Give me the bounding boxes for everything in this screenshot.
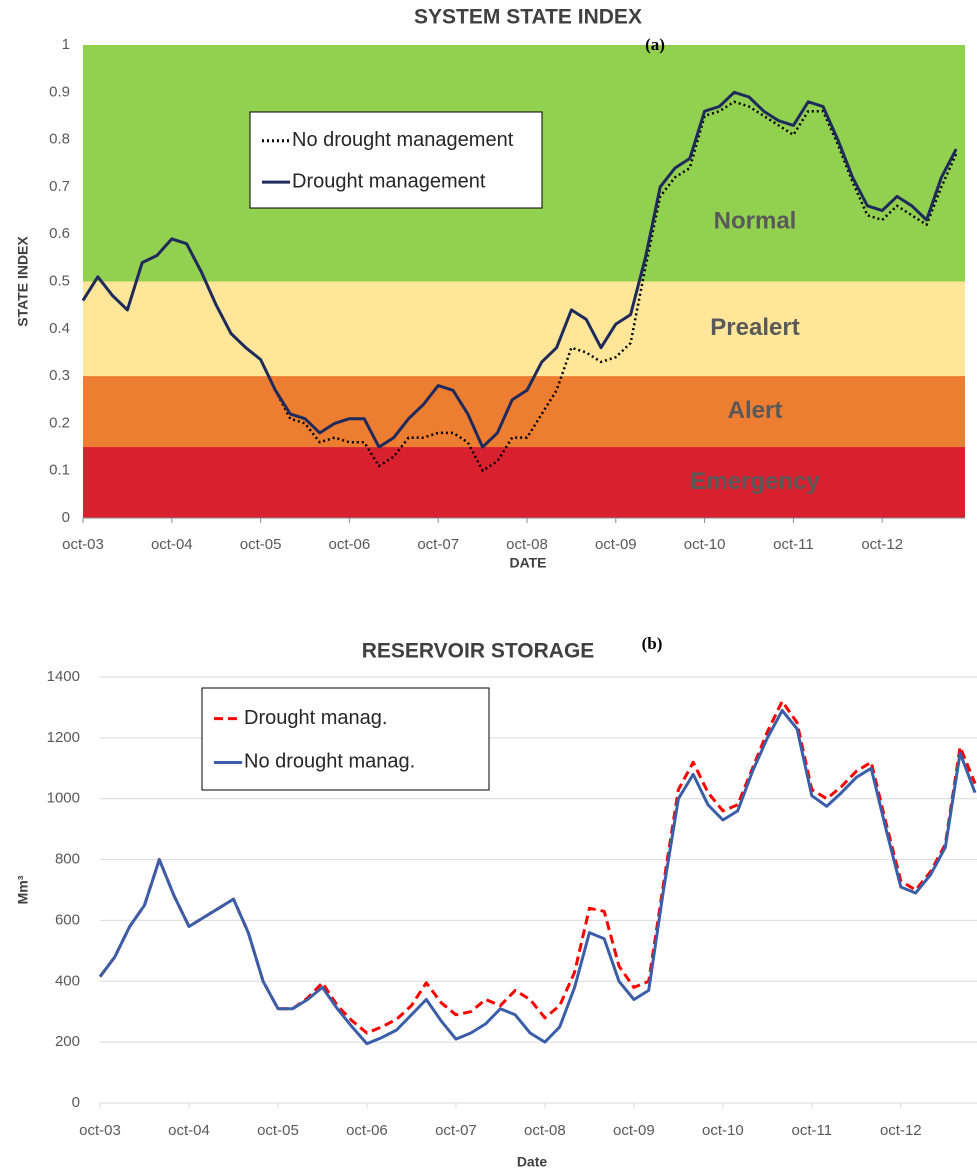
series-line — [98, 709, 977, 1046]
x-tick-label: oct-09 — [595, 536, 637, 553]
series-line — [81, 90, 958, 449]
y-tick-label: 0.1 — [49, 462, 70, 479]
band — [83, 281, 965, 377]
band-label: Emergency — [690, 468, 820, 495]
x-tick-label: oct-07 — [417, 536, 459, 553]
y-tick-label: 0 — [62, 509, 70, 526]
x-tick-label: oct-05 — [240, 536, 282, 553]
band-label: Prealert — [710, 314, 799, 341]
x-tick-label: oct-08 — [524, 1122, 566, 1139]
x-tick-label: oct-08 — [506, 536, 548, 553]
chart-title: RESERVOIR STORAGE — [362, 640, 595, 663]
annotation: (a) — [645, 35, 665, 54]
band — [83, 376, 965, 448]
x-tick-label: oct-06 — [329, 536, 371, 553]
x-tick-label: oct-07 — [435, 1122, 477, 1139]
y-tick-label: 0.6 — [49, 225, 70, 242]
y-tick-label: 1400 — [47, 668, 80, 685]
x-axis-label: Date — [517, 1154, 548, 1170]
x-tick-label: oct-03 — [79, 1122, 121, 1139]
y-tick-label: 1000 — [47, 790, 80, 807]
legend-label: Drought management — [292, 170, 486, 192]
annotation: (b) — [642, 634, 663, 653]
y-tick-label: 0.9 — [49, 83, 70, 100]
band — [83, 447, 965, 518]
legend-label: Drought manag. — [244, 707, 387, 729]
y-tick-label: 400 — [55, 972, 80, 989]
y-tick-label: 0.3 — [49, 367, 70, 384]
x-tick-label: oct-04 — [168, 1122, 210, 1139]
y-tick-label: 0 — [72, 1094, 80, 1111]
y-tick-label: 0.8 — [49, 131, 70, 148]
band-label: Normal — [714, 208, 797, 235]
x-tick-label: oct-12 — [880, 1122, 922, 1139]
x-tick-label: oct-05 — [257, 1122, 299, 1139]
x-axis-label: DATE — [509, 555, 546, 571]
x-tick-label: oct-10 — [684, 536, 726, 553]
chart-title: SYSTEM STATE INDEX — [414, 6, 642, 29]
x-tick-label: oct-06 — [346, 1122, 388, 1139]
legend-box — [249, 111, 543, 209]
band-label: Alert — [728, 397, 783, 424]
x-tick-label: oct-09 — [613, 1122, 655, 1139]
y-tick-label: 200 — [55, 1033, 80, 1050]
y-tick-label: 800 — [55, 851, 80, 868]
y-axis-label: STATE INDEX — [15, 236, 31, 327]
legend-label: No drought manag. — [244, 751, 415, 773]
y-tick-label: 0.7 — [49, 178, 70, 195]
legend-box — [201, 687, 490, 791]
y-tick-label: 0.4 — [49, 320, 70, 337]
x-tick-label: oct-10 — [702, 1122, 744, 1139]
x-tick-label: oct-11 — [792, 1122, 833, 1139]
y-tick-label: 0.5 — [49, 272, 70, 289]
y-tick-label: 0.2 — [49, 414, 70, 431]
legend-label: No drought management — [292, 129, 514, 151]
y-axis-label: Mm³ — [15, 875, 31, 904]
y-tick-label: 1200 — [47, 729, 80, 746]
x-tick-label: oct-11 — [773, 536, 814, 553]
x-tick-label: oct-04 — [151, 536, 193, 553]
x-tick-label: oct-12 — [861, 536, 903, 553]
y-tick-label: 1 — [62, 36, 70, 53]
y-tick-label: 600 — [55, 911, 80, 928]
x-tick-label: oct-03 — [62, 536, 104, 553]
